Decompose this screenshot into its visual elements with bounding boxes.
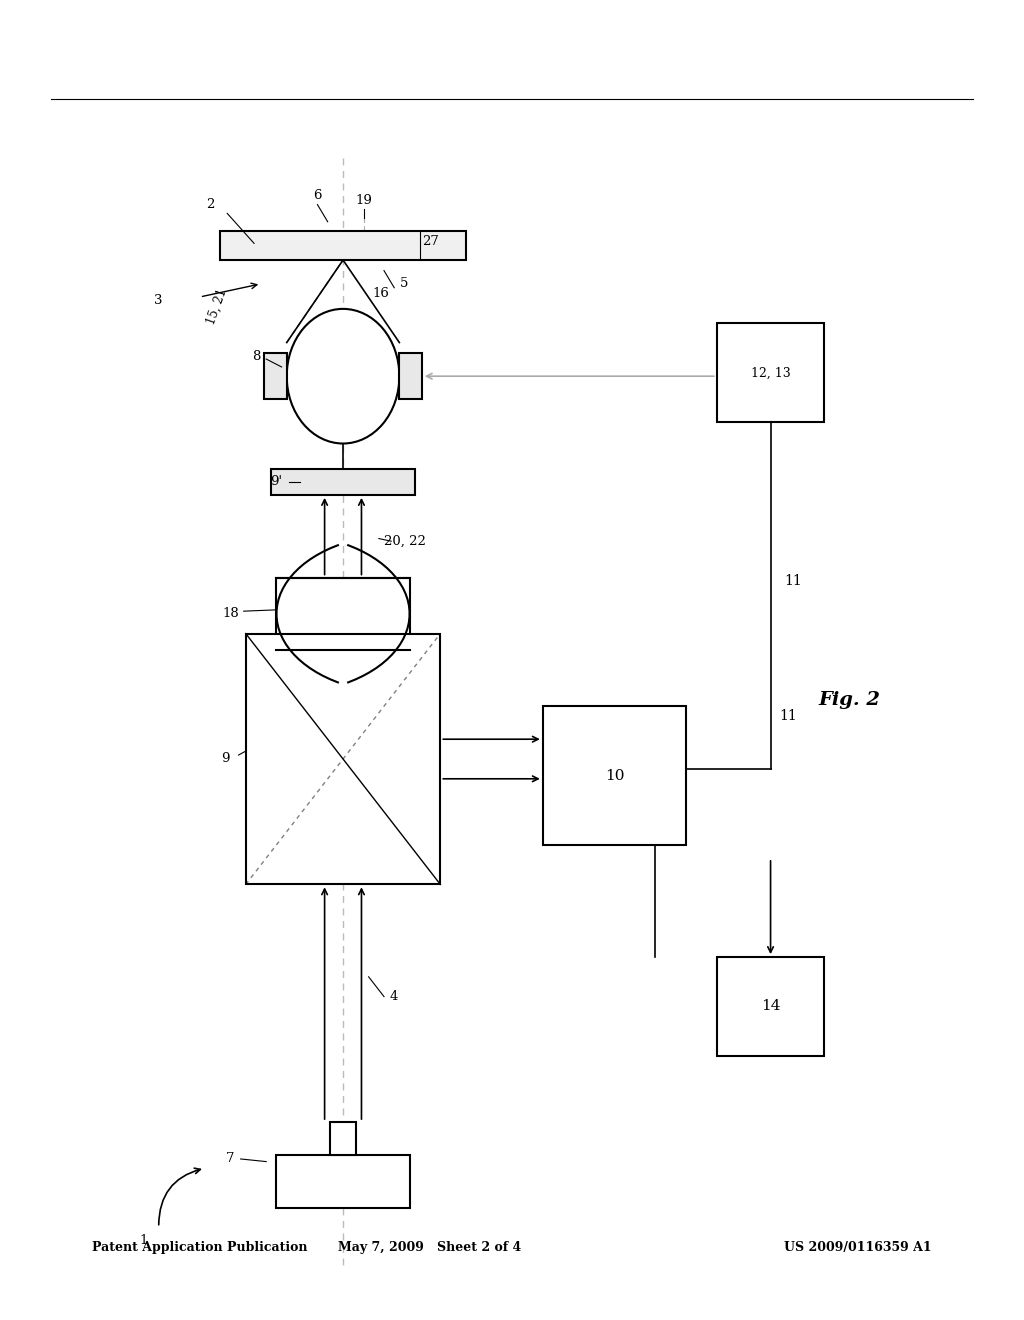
Text: Fig. 2: Fig. 2	[819, 690, 881, 709]
Bar	[264, 352, 287, 399]
Bar	[717, 323, 824, 422]
Text: 1: 1	[139, 1234, 147, 1247]
Text: 27: 27	[422, 235, 438, 248]
Text: 4: 4	[390, 990, 398, 1003]
Text: US 2009/0116359 A1: US 2009/0116359 A1	[784, 1241, 932, 1254]
Bar	[399, 352, 422, 399]
Text: Patent Application Publication: Patent Application Publication	[92, 1241, 307, 1254]
Text: 9': 9'	[270, 475, 283, 488]
Text: 3: 3	[155, 294, 163, 308]
Text: 11: 11	[784, 574, 803, 587]
Text: 6: 6	[313, 189, 322, 202]
Bar	[543, 706, 686, 845]
Text: 11: 11	[779, 709, 798, 723]
Polygon shape	[276, 578, 410, 651]
Text: 5: 5	[400, 277, 409, 290]
Text: 20, 22: 20, 22	[384, 535, 425, 548]
Text: 16: 16	[373, 286, 389, 300]
Bar	[276, 1155, 410, 1208]
Text: 18: 18	[222, 607, 239, 620]
Text: 7: 7	[226, 1152, 234, 1166]
Text: 12, 13: 12, 13	[751, 367, 791, 379]
Bar	[717, 957, 824, 1056]
Text: 2: 2	[206, 198, 214, 211]
Text: 8: 8	[252, 350, 260, 363]
Text: May 7, 2009   Sheet 2 of 4: May 7, 2009 Sheet 2 of 4	[339, 1241, 521, 1254]
Bar	[271, 469, 415, 495]
Bar	[330, 1122, 356, 1155]
Text: 19: 19	[355, 194, 372, 207]
Text: 9: 9	[221, 752, 229, 766]
Text: 14: 14	[761, 999, 780, 1014]
Polygon shape	[220, 231, 466, 260]
Text: 15, 21: 15, 21	[205, 286, 229, 326]
Text: 10: 10	[604, 768, 625, 783]
Ellipse shape	[287, 309, 399, 444]
Bar	[246, 634, 440, 884]
